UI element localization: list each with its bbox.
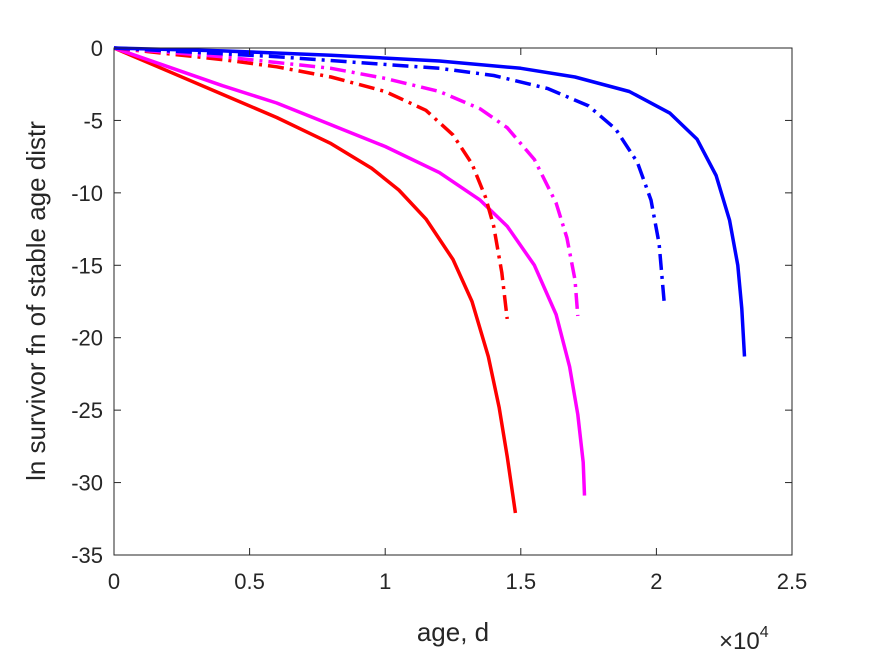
series-line-3: [113, 46, 509, 320]
x-tick-label: 0.5: [234, 569, 265, 594]
y-tick-label: -35: [71, 543, 103, 568]
y-tick-label: -15: [71, 253, 103, 278]
x-exponent-label: ×104: [719, 624, 769, 655]
y-tick-label: -20: [71, 326, 103, 351]
x-tick-label: 2.5: [777, 569, 808, 594]
plot-area-border: [113, 47, 793, 556]
y-axis-label: ln survivor fn of stable age distr: [21, 121, 51, 481]
ticks-layer: 0 0.5 1 1.5 2 2.5 -35 -30 -25 -20 -15 -10 -5 0: [71, 36, 807, 594]
series-line-2: [113, 46, 587, 496]
x-exponent-power: 4: [760, 624, 769, 641]
x-tick-label: 1.5: [506, 569, 537, 594]
y-tick-label: -5: [83, 108, 103, 133]
x-tick-label: 0: [108, 569, 120, 594]
x-exponent-base: ×10: [719, 628, 760, 655]
series-line-1: [113, 46, 518, 514]
x-tick-label: 2: [650, 569, 662, 594]
series-line-4: [113, 46, 580, 317]
series-line-5: [113, 46, 667, 306]
x-tick-label: 1: [379, 569, 391, 594]
y-tick-label: -30: [71, 471, 103, 496]
y-tick-label: -25: [71, 398, 103, 423]
y-tick-label: 0: [91, 36, 103, 61]
series-layer: [113, 46, 747, 514]
y-tick-label: -10: [71, 181, 103, 206]
series-line-6: [113, 46, 747, 357]
x-axis-label: age, d: [417, 617, 489, 647]
